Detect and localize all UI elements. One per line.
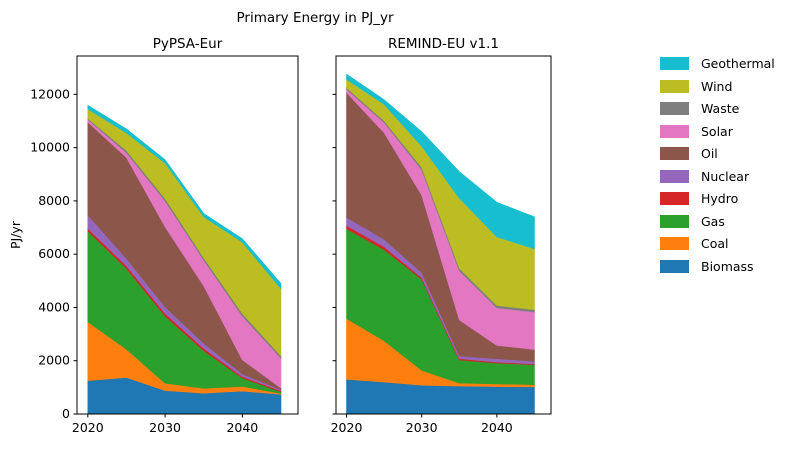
legend-item-biomass: Biomass (660, 258, 775, 274)
legend-swatch-biomass (660, 259, 689, 273)
legend-swatch-gas (660, 214, 689, 228)
legend-item-coal: Coal (660, 237, 775, 250)
y-tick-label: 12000 (30, 86, 70, 101)
legend-item-hydro: Hydro (660, 192, 775, 205)
subplot-remind-eu-v1-1: 2020 2030 2040 REMIND-EU v1.1 (331, 36, 552, 435)
subplot-title: REMIND-EU v1.1 (388, 36, 499, 52)
x-tick-label: 2030 (149, 420, 181, 435)
legend-item-gas: Gas (660, 213, 775, 229)
y-tick-label: 6000 (38, 246, 70, 261)
x-tick-label: 2030 (406, 420, 438, 435)
legend-label: Nuclear (701, 168, 750, 184)
legend-label: Geothermal (701, 56, 775, 71)
y-tick-label: 10000 (30, 140, 70, 155)
y-tick-label: 2000 (38, 353, 70, 368)
x-tick-label: 2020 (72, 420, 104, 435)
legend-swatch-geothermal (660, 57, 689, 70)
legend-item-geothermal: Geothermal (660, 57, 775, 70)
y-tick-label: 4000 (38, 299, 70, 314)
y-axis-label: PJ/yr (8, 220, 23, 249)
axes-frame (76, 55, 299, 415)
legend-label: Coal (701, 236, 729, 251)
legend-swatch-solar (660, 124, 689, 138)
legend-swatch-hydro (660, 192, 689, 205)
legend-item-oil: Oil (660, 147, 775, 160)
legend-label: Oil (701, 146, 718, 161)
legend-label: Biomass (701, 258, 754, 274)
legend-item-wind: Wind (660, 78, 775, 94)
x-tick-label: 2040 (481, 420, 513, 435)
area-series-geothermal (346, 73, 535, 250)
legend-swatch-oil (660, 147, 689, 160)
axes-frame (335, 55, 552, 415)
legend-swatch-nuclear (660, 169, 689, 183)
x-tick-label: 2040 (226, 420, 258, 435)
legend-label: Hydro (701, 191, 739, 206)
subplot-pypsa-eur: 0 2000 4000 6000 8000 10000 12000 2020 2030 2040 P… (8, 36, 299, 435)
area-series-geothermal (87, 104, 282, 290)
subplot-title: PyPSA-Eur (153, 36, 223, 52)
legend-label: Gas (701, 213, 725, 229)
y-tick-label: 0 (62, 406, 70, 421)
legend: Geothermal Wind Waste Solar Oil Nuclear Hydro G… (660, 57, 775, 273)
legend-item-nuclear: Nuclear (660, 168, 775, 184)
legend-label: Solar (701, 123, 733, 139)
x-tick-label: 2020 (331, 420, 363, 435)
legend-label: Waste (701, 101, 740, 116)
legend-item-solar: Solar (660, 123, 775, 139)
figure-title: Primary Energy in PJ_yr (236, 10, 394, 26)
y-tick-label: 8000 (38, 193, 70, 208)
legend-item-waste: Waste (660, 102, 775, 115)
legend-swatch-waste (660, 102, 689, 115)
legend-swatch-wind (660, 79, 689, 93)
legend-label: Wind (701, 78, 733, 94)
legend-swatch-coal (660, 237, 689, 250)
